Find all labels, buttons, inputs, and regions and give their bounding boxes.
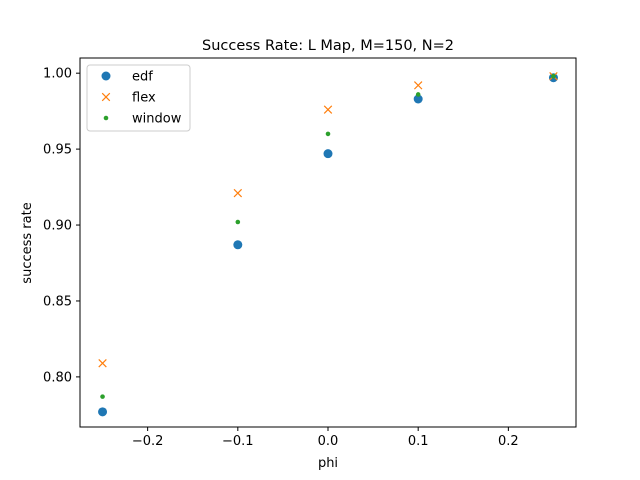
x-tick-label: −0.2 xyxy=(132,434,164,449)
data-point-window xyxy=(551,73,556,79)
data-point-flex-stroke xyxy=(98,358,107,368)
data-point-window xyxy=(415,92,421,97)
y-tick-label: 0.90 xyxy=(43,219,72,234)
legend-label-flex: flex xyxy=(132,91,156,106)
data-point-edf xyxy=(323,149,333,159)
data-point-window xyxy=(325,131,331,137)
legend-marker-window xyxy=(103,115,109,121)
data-point-flex xyxy=(323,105,333,114)
legend-box xyxy=(86,64,191,132)
series-window xyxy=(100,73,556,399)
data-point-flex xyxy=(98,358,107,368)
x-tick-label: 0.1 xyxy=(408,434,429,449)
data-point-edf xyxy=(233,240,243,250)
data-point-window xyxy=(100,394,105,399)
chart-title: Success Rate: L Map, M=150, N=2 xyxy=(202,38,454,54)
legend-marker-edf xyxy=(101,71,111,81)
legend-label-window: window xyxy=(132,112,182,127)
y-axis-label: success rate xyxy=(20,202,35,283)
y-tick-label: 0.80 xyxy=(43,370,72,385)
data-point-window xyxy=(235,219,241,225)
legend-marker-flex-stroke xyxy=(101,92,111,102)
data-point-flex-stroke xyxy=(323,105,333,114)
data-point-edf xyxy=(98,407,108,417)
data-point-flex xyxy=(413,81,423,90)
data-point-edf xyxy=(413,94,423,104)
series-flex xyxy=(98,71,558,368)
y-tick-label: 0.95 xyxy=(43,143,72,158)
data-point-flex-stroke xyxy=(233,188,243,198)
x-axis-label: phi xyxy=(318,456,338,471)
data-point-flex xyxy=(233,188,243,198)
x-tick-label: 0.2 xyxy=(498,434,519,449)
y-tick-label: 0.85 xyxy=(43,294,72,309)
legend-label-edf: edf xyxy=(132,70,153,85)
data-point-flex-stroke xyxy=(413,81,423,90)
x-tick-label: −0.1 xyxy=(222,434,254,449)
legend-marker-flex xyxy=(101,92,111,102)
y-tick-label: 1.00 xyxy=(43,67,72,82)
x-tick-label: 0.0 xyxy=(318,434,339,449)
